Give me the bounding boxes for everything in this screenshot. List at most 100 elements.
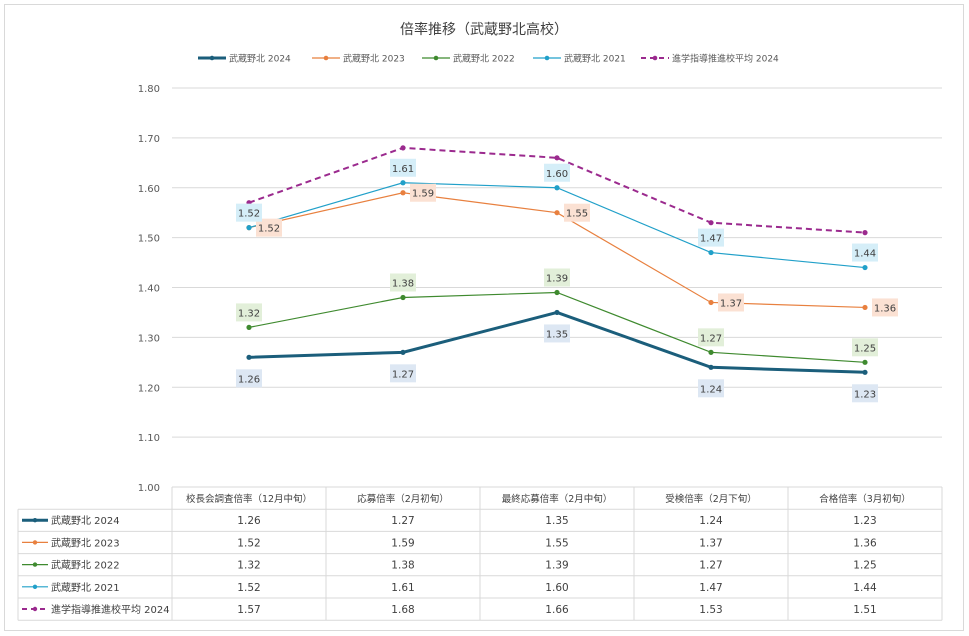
y-tick-label: 1.70 <box>138 134 160 145</box>
table-cell: 1.35 <box>545 515 568 527</box>
legend-marker-icon <box>652 55 658 61</box>
table-row-label: 武蔵野北 2024 <box>51 514 120 527</box>
series-line <box>248 182 866 269</box>
chart-frame <box>4 4 964 631</box>
table-cell: 1.66 <box>545 604 569 616</box>
table-cell: 1.25 <box>853 560 876 572</box>
data-label: 1.60 <box>546 169 568 180</box>
data-label-box <box>544 163 570 182</box>
data-point <box>554 210 560 216</box>
table-row-label: 武蔵野北 2022 <box>51 559 120 572</box>
table-row-label: 武蔵野北 2021 <box>51 581 120 594</box>
data-label: 1.37 <box>720 298 742 309</box>
table-cell: 1.27 <box>699 560 722 572</box>
legend-label: 武蔵野北 2021 <box>564 53 626 65</box>
legend-marker-icon <box>544 55 550 61</box>
legend-label: 武蔵野北 2023 <box>343 53 405 65</box>
data-label-box <box>872 298 898 317</box>
data-point <box>708 364 714 370</box>
data-label-box <box>390 364 416 383</box>
data-point <box>246 354 252 360</box>
y-tick-label: 1.20 <box>138 383 160 394</box>
data-label-box <box>236 303 262 322</box>
y-axis-ticks: 1.00 1.10 1.20 1.30 1.40 1.50 1.60 1.70 1.80 <box>138 84 160 494</box>
data-point <box>862 230 868 236</box>
data-label: 1.38 <box>392 278 414 289</box>
gridlines <box>172 87 942 488</box>
data-point <box>400 190 406 196</box>
data-point <box>400 294 406 301</box>
data-label-box <box>410 183 436 202</box>
data-label-box <box>852 338 878 357</box>
y-tick-label: 1.80 <box>138 84 160 95</box>
x-category-label: 合格倍率（3月初旬） <box>819 493 911 505</box>
data-label-box <box>718 293 744 312</box>
table-legend-marker-icon <box>32 606 38 612</box>
table-cell: 1.53 <box>699 604 722 616</box>
data-label: 1.35 <box>546 329 568 340</box>
legend-label: 武蔵野北 2022 <box>453 53 515 65</box>
legend-marker-icon <box>323 55 329 61</box>
data-label: 1.25 <box>854 343 876 354</box>
data-label: 1.55 <box>566 209 588 220</box>
data-table: 校長会調査倍率（12月中旬） 応募倍率（2月初旬） 最終応募倍率（2月中旬） 受検倍率… <box>17 486 943 621</box>
data-label-box <box>390 158 416 177</box>
y-tick-label: 1.10 <box>138 433 160 444</box>
y-tick-label: 1.50 <box>138 234 160 245</box>
table-row-label: 進学指導推進校平均 2024 <box>51 603 170 616</box>
table-cell: 1.37 <box>699 537 722 549</box>
data-label: 1.23 <box>854 389 876 400</box>
data-point <box>708 349 714 355</box>
table-cell: 1.26 <box>237 515 261 527</box>
data-point <box>862 264 868 271</box>
table-cell: 1.51 <box>853 604 876 616</box>
data-point <box>554 289 560 296</box>
table-cell: 1.55 <box>545 537 568 549</box>
data-label-box <box>698 379 724 398</box>
data-point <box>862 369 868 375</box>
data-label: 1.61 <box>392 164 414 175</box>
legend: 武蔵野北 2024 武蔵野北 2023 武蔵野北 2022 武蔵野北 2021 進学指導… <box>198 53 779 65</box>
data-point <box>708 299 714 306</box>
table-cell: 1.44 <box>853 582 877 594</box>
table-cell: 1.61 <box>391 582 414 594</box>
x-category-label: 最終応募倍率（2月中旬） <box>502 493 613 505</box>
data-label-box <box>698 328 724 347</box>
table-cell: 1.52 <box>237 537 260 549</box>
table-cell: 1.24 <box>699 515 723 527</box>
data-label: 1.27 <box>700 333 722 344</box>
data-label-box <box>256 218 282 237</box>
y-tick-label: 1.30 <box>138 333 160 344</box>
table-row-label: 武蔵野北 2023 <box>51 536 120 549</box>
data-label: 1.26 <box>238 374 260 385</box>
data-point <box>246 324 252 330</box>
data-point <box>708 220 714 226</box>
table-cell: 1.39 <box>545 560 568 572</box>
legend-label: 武蔵野北 2024 <box>229 53 291 65</box>
data-label-box <box>852 384 878 403</box>
data-label-box <box>852 243 878 262</box>
data-label: 1.27 <box>392 369 414 380</box>
data-point <box>400 145 406 151</box>
data-point <box>400 180 406 186</box>
table-cell: 1.59 <box>391 537 414 549</box>
x-category-label: 受検倍率（2月下旬） <box>665 493 757 505</box>
legend-marker-icon <box>433 55 439 61</box>
data-point <box>708 249 714 256</box>
table-cell: 1.23 <box>853 515 876 527</box>
legend-label: 進学指導推進校平均 2024 <box>672 53 779 65</box>
data-label: 1.47 <box>700 234 722 245</box>
data-label: 1.44 <box>854 249 876 260</box>
table-cell: 1.36 <box>853 537 877 549</box>
data-label: 1.59 <box>412 189 434 200</box>
data-point <box>554 309 560 316</box>
data-label: 1.24 <box>700 384 722 395</box>
data-label-box <box>564 203 590 222</box>
y-tick-label: 1.40 <box>138 284 160 295</box>
table-cell: 1.52 <box>237 582 260 594</box>
data-label: 1.39 <box>546 273 568 284</box>
table-legend-marker-icon <box>32 562 38 567</box>
data-label-box <box>236 369 262 388</box>
table-cell: 1.38 <box>391 560 414 572</box>
